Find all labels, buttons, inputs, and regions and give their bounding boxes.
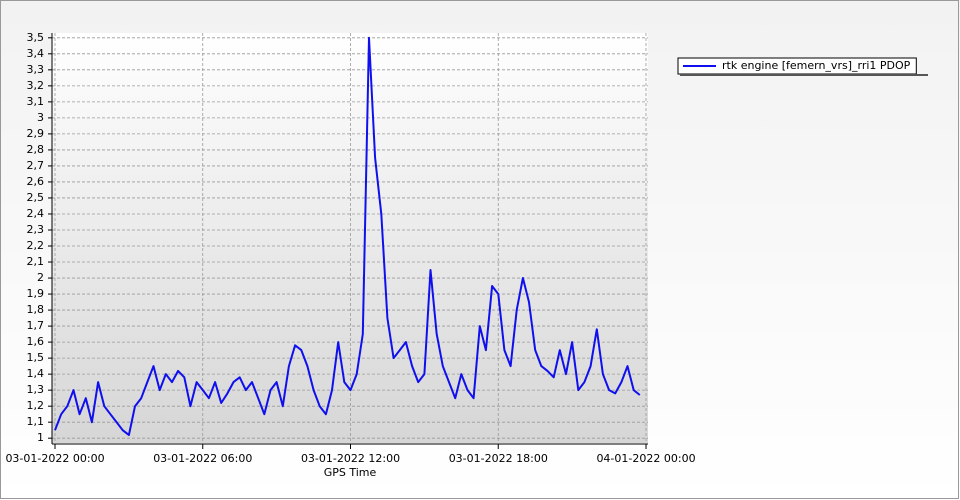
y-tick-label: 2 [37, 271, 44, 284]
y-tick-label: 3,2 [27, 79, 45, 92]
y-tick-label: 1,6 [27, 335, 45, 348]
y-tick-label: 2,5 [27, 191, 45, 204]
y-tick-label: 1,7 [27, 319, 45, 332]
y-tick-label: 3,1 [27, 95, 45, 108]
x-tick-label: 04-01-2022 00:00 [596, 452, 695, 465]
y-tick-label: 1 [37, 431, 44, 444]
x-axis-label: GPS Time [324, 466, 377, 479]
y-tick-label: 3,3 [27, 63, 45, 76]
y-tick-label: 2,7 [27, 159, 45, 172]
x-tick-label: 03-01-2022 00:00 [5, 452, 104, 465]
y-tick-label: 1,9 [27, 287, 45, 300]
y-tick-label: 2,8 [27, 143, 45, 156]
y-tick-label: 1,1 [27, 415, 45, 428]
y-tick-label: 2,6 [27, 175, 45, 188]
y-tick-label: 1,8 [27, 303, 45, 316]
x-tick-label: 03-01-2022 12:00 [301, 452, 400, 465]
plot-area [52, 33, 648, 443]
y-tick-label: 3,5 [27, 31, 45, 44]
y-tick-label: 3 [37, 111, 44, 124]
y-tick-label: 2,3 [27, 223, 45, 236]
x-tick-label: 03-01-2022 06:00 [153, 452, 252, 465]
y-tick-label: 3,4 [27, 47, 45, 60]
y-tick-label: 1,4 [27, 367, 45, 380]
marks [54, 36, 641, 436]
legend-shadow [680, 74, 928, 76]
y-tick-label: 1,5 [27, 351, 45, 364]
y-tick-label: 2,2 [27, 239, 45, 252]
y-tick-label: 2,1 [27, 255, 45, 268]
legend: rtk engine [femern_vrs]_rri1 PDOP [677, 57, 928, 76]
grid [52, 33, 648, 443]
y-tick-label: 2,9 [27, 127, 45, 140]
y-tick-label: 1,2 [27, 399, 45, 412]
y-tick-label: 1,3 [27, 383, 45, 396]
data-line [54, 36, 641, 436]
y-tick-label: 2,4 [27, 207, 45, 220]
legend-label: rtk engine [femern_vrs]_rri1 PDOP [722, 59, 911, 72]
x-tick-label: 03-01-2022 18:00 [449, 452, 548, 465]
